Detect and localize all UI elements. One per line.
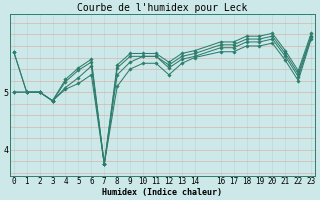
Title: Courbe de l'humidex pour Leck: Courbe de l'humidex pour Leck xyxy=(77,3,248,13)
X-axis label: Humidex (Indice chaleur): Humidex (Indice chaleur) xyxy=(102,188,222,197)
